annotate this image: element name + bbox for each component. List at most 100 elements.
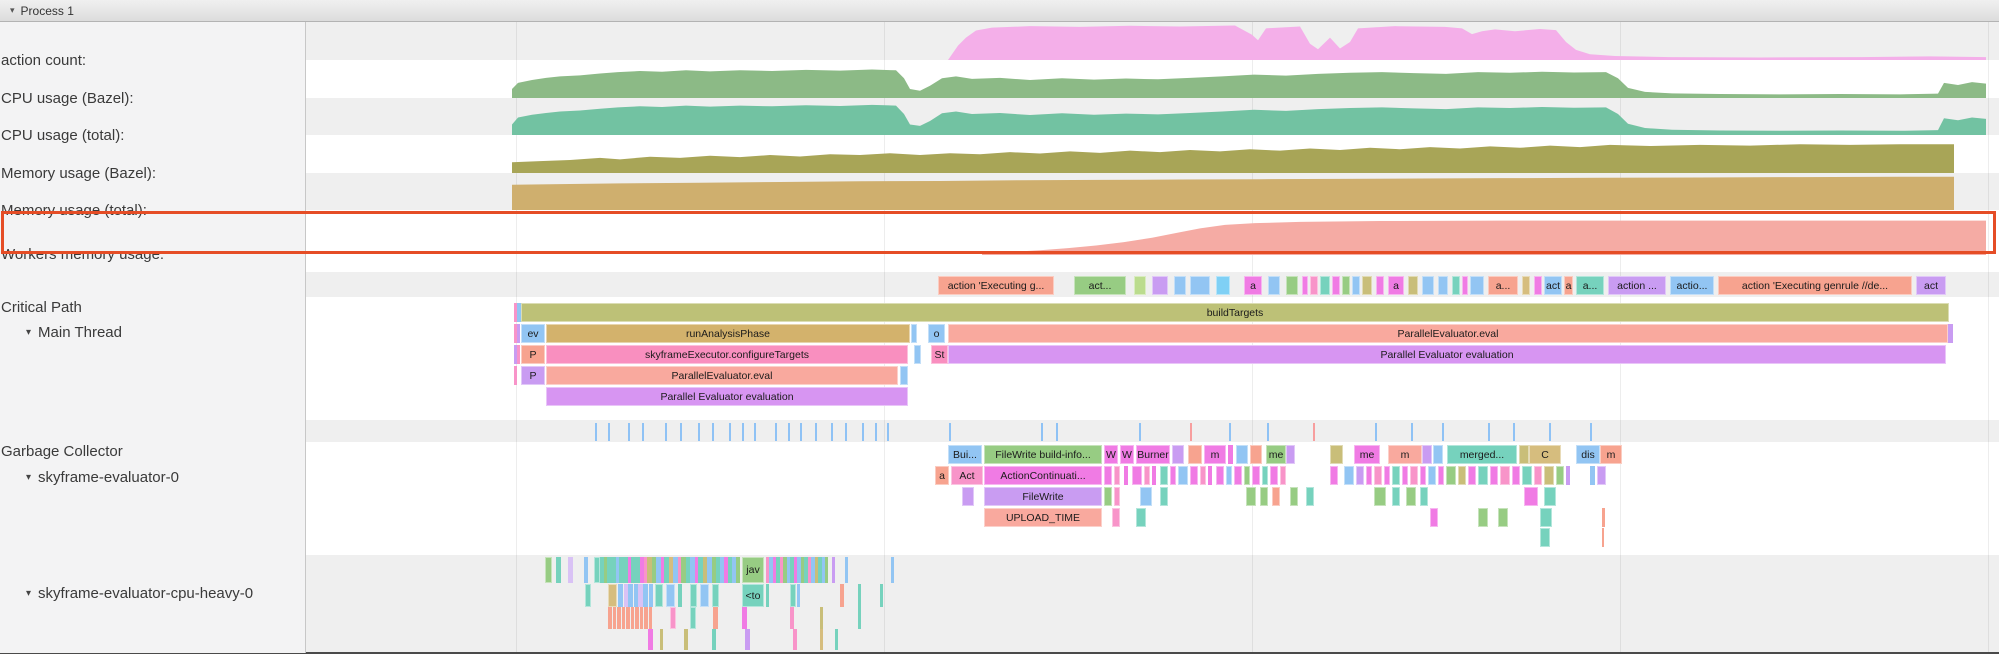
- evaluator0-slice-slice[interactable]: [1330, 445, 1343, 464]
- cpu-heavy-slice-slice[interactable]: [638, 584, 643, 607]
- cpu-heavy-slice-slice[interactable]: [631, 607, 634, 629]
- critical-path-block-slice[interactable]: [1320, 276, 1330, 295]
- evaluator0-slice-slice[interactable]: [1160, 487, 1168, 506]
- gc-tick[interactable]: [1375, 423, 1377, 441]
- evaluator0-slice-m[interactable]: m: [1388, 445, 1422, 464]
- cpu-heavy-slice-slice[interactable]: [793, 629, 797, 650]
- cpu-heavy-slice-slice[interactable]: [724, 557, 728, 583]
- gc-tick[interactable]: [815, 423, 817, 441]
- counter-chart-memory-usage-bazel[interactable]: [306, 135, 1999, 173]
- critical-path-block-slice[interactable]: [1462, 276, 1468, 295]
- evaluator0-slice-slice[interactable]: [1280, 466, 1286, 485]
- cpu-heavy-slice-slice[interactable]: [801, 557, 804, 583]
- cpu-heavy-slice-slice[interactable]: [624, 584, 628, 607]
- cpu-heavy-slice-slice[interactable]: [678, 557, 681, 583]
- cpu-heavy-slice-slice[interactable]: [644, 557, 647, 583]
- process-header[interactable]: ▾ Process 1: [0, 0, 1999, 22]
- evaluator0-slice-slice[interactable]: [1392, 466, 1400, 485]
- cpu-heavy-slice-slice[interactable]: [649, 584, 653, 607]
- evaluator0-slice-slice[interactable]: [1392, 487, 1400, 506]
- evaluator0-slice-slice[interactable]: [1236, 445, 1248, 464]
- gc-tick[interactable]: [729, 423, 731, 441]
- evaluator0-slice-slice[interactable]: [1366, 466, 1372, 485]
- evaluator0-slice-slice[interactable]: [1544, 487, 1556, 506]
- evaluator0-slice-merged[interactable]: merged...: [1447, 445, 1517, 464]
- cpu-heavy-slice-slice[interactable]: [678, 584, 682, 607]
- critical-path-block-slice[interactable]: [1268, 276, 1280, 295]
- cpu-heavy-slice-slice[interactable]: [716, 557, 720, 583]
- cpu-heavy-slice-slice[interactable]: [808, 557, 811, 583]
- cpu-heavy-slice-slice[interactable]: [618, 584, 623, 607]
- cpu-heavy-slice-slice[interactable]: [568, 557, 573, 583]
- main-thread-slice-slice[interactable]: [517, 345, 520, 364]
- gc-tick[interactable]: [608, 423, 610, 441]
- cpu-heavy-slice-slice[interactable]: [790, 607, 794, 629]
- evaluator0-slice-slice[interactable]: [1468, 466, 1476, 485]
- evaluator0-slice-slice[interactable]: [1422, 445, 1432, 464]
- critical-path-block-a[interactable]: a...: [1488, 276, 1518, 295]
- gc-tick[interactable]: [754, 423, 756, 441]
- evaluator0-slice-slice[interactable]: [1114, 466, 1120, 485]
- evaluator0-slice-filewrite[interactable]: FileWrite: [984, 487, 1102, 506]
- main-thread-slice-buildtargets[interactable]: buildTargets: [521, 303, 1949, 322]
- evaluator0-slice-slice[interactable]: [1512, 466, 1520, 485]
- evaluator0-slice-slice[interactable]: [1602, 528, 1604, 547]
- cpu-heavy-slice-slice[interactable]: [649, 607, 652, 629]
- evaluator0-slice-slice[interactable]: [1104, 466, 1112, 485]
- critical-path-block-slice[interactable]: [1376, 276, 1384, 295]
- gc-tick-red[interactable]: [1190, 423, 1192, 441]
- cpu-heavy-slice-slice[interactable]: [790, 584, 796, 607]
- evaluator0-slice-slice[interactable]: [1344, 466, 1354, 485]
- cpu-heavy-slice-slice[interactable]: [773, 557, 776, 583]
- cpu-heavy-slice-slice[interactable]: [880, 584, 883, 607]
- main-thread-slice-parallelevaluator-eval[interactable]: ParallelEvaluator.eval: [948, 324, 1948, 343]
- main-thread-slice-o[interactable]: o: [928, 324, 945, 343]
- evaluator0-slice-slice[interactable]: [1402, 466, 1408, 485]
- expand-triangle-icon[interactable]: ▾: [26, 472, 32, 483]
- cpu-heavy-slice-slice[interactable]: [670, 607, 676, 629]
- cpu-heavy-slice-slice[interactable]: [794, 557, 797, 583]
- evaluator0-slice-slice[interactable]: [1200, 466, 1206, 485]
- cpu-heavy-slice-slice[interactable]: [556, 557, 561, 583]
- gc-tick[interactable]: [680, 423, 682, 441]
- counter-chart-cpu-usage-total[interactable]: [306, 98, 1999, 135]
- cpu-heavy-slice-slice[interactable]: [766, 557, 769, 583]
- critical-path-block-a[interactable]: a...: [1576, 276, 1604, 295]
- evaluator0-slice-slice[interactable]: [1190, 466, 1198, 485]
- evaluator0-slice-w[interactable]: W: [1104, 445, 1118, 464]
- cpu-heavy-slice-slice[interactable]: [822, 557, 825, 583]
- gc-tick[interactable]: [642, 423, 644, 441]
- cpu-heavy-slice-slice[interactable]: [797, 557, 801, 583]
- cpu-heavy-slice-slice[interactable]: [655, 584, 663, 607]
- cpu-heavy-slice-slice[interactable]: [640, 607, 643, 629]
- sidebar-row-garbage-collector[interactable]: Garbage Collector: [1, 443, 123, 460]
- critical-path-block-slice[interactable]: [1470, 276, 1484, 295]
- main-thread-slice-slice[interactable]: [514, 345, 517, 364]
- cpu-heavy-slice-slice[interactable]: [769, 557, 773, 583]
- cpu-heavy-slice-slice[interactable]: [635, 607, 639, 629]
- cpu-heavy-slice-slice[interactable]: [707, 557, 712, 583]
- gc-tick[interactable]: [887, 423, 889, 441]
- critical-path-block-a[interactable]: a: [1388, 276, 1404, 295]
- evaluator0-slice-slice[interactable]: [1188, 445, 1202, 464]
- cpu-heavy-slice-slice[interactable]: [818, 557, 822, 583]
- collapse-triangle-icon[interactable]: ▾: [10, 5, 15, 15]
- sidebar-row-main-thread[interactable]: ▾ Main Thread: [26, 324, 122, 341]
- critical-path-block-slice[interactable]: [1408, 276, 1418, 295]
- sidebar-row-workers-memory-usage[interactable]: Workers memory usage:: [1, 246, 164, 263]
- evaluator0-slice-slice[interactable]: [1172, 445, 1184, 464]
- critical-path-block-act[interactable]: act: [1544, 276, 1562, 295]
- cpu-heavy-slice-slice[interactable]: [845, 557, 848, 583]
- cpu-heavy-slice-to[interactable]: <to: [742, 584, 764, 607]
- gc-tick[interactable]: [628, 423, 630, 441]
- cpu-heavy-slice-slice[interactable]: [619, 557, 624, 583]
- gc-tick[interactable]: [775, 423, 777, 441]
- evaluator0-slice-slice[interactable]: [1216, 466, 1224, 485]
- evaluator0-slice-slice[interactable]: [1104, 487, 1112, 506]
- evaluator0-slice-slice[interactable]: [1114, 487, 1120, 506]
- gc-tick[interactable]: [1442, 423, 1444, 441]
- critical-path-block-slice[interactable]: [1216, 276, 1230, 295]
- cpu-heavy-slice-slice[interactable]: [664, 557, 669, 583]
- evaluator0-slice-slice[interactable]: [1170, 466, 1176, 485]
- evaluator0-slice-slice[interactable]: [1490, 466, 1498, 485]
